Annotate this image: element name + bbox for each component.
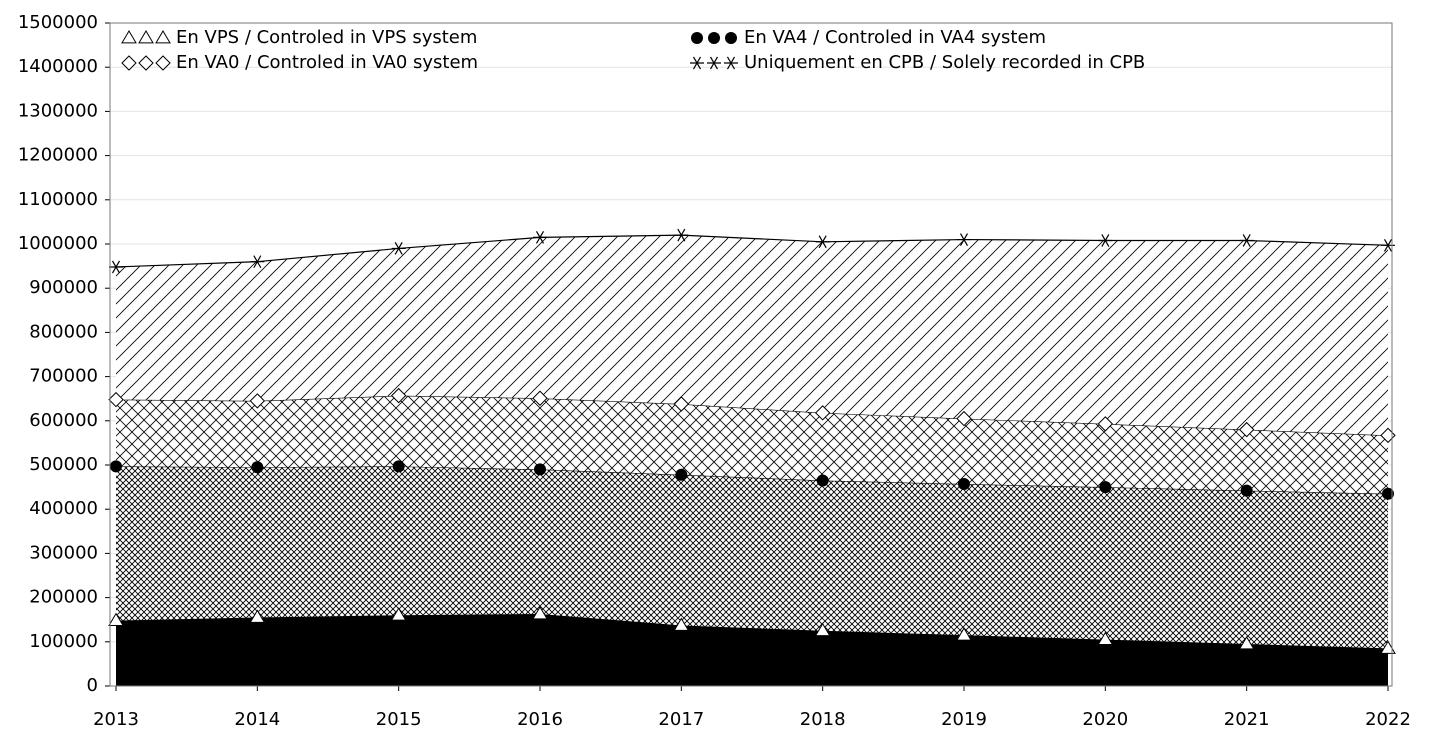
y-tick-label: 100000: [29, 631, 98, 652]
marker: [251, 461, 264, 474]
y-tick-label: 1400000: [18, 56, 98, 77]
x-tick-label: 2019: [941, 709, 987, 730]
area: [116, 613, 1388, 686]
area: [116, 466, 1388, 649]
marker: [814, 405, 831, 421]
marker: [249, 393, 266, 409]
marker: [1238, 421, 1255, 438]
legend-marker: [725, 32, 737, 44]
marker: [390, 607, 407, 621]
legend-marker: [707, 56, 721, 70]
marker: [533, 231, 547, 244]
y-tick-label: 400000: [29, 498, 98, 519]
marker: [249, 609, 266, 623]
x-tick-label: 2017: [658, 709, 704, 730]
legend-marker: [691, 32, 703, 44]
marker: [532, 605, 548, 620]
marker: [956, 627, 972, 641]
marker: [1239, 234, 1254, 247]
marker: [1097, 416, 1114, 432]
legend-marker: [138, 55, 154, 71]
marker: [673, 617, 690, 631]
marker: [958, 478, 970, 491]
y-tick-label: 1300000: [18, 100, 98, 121]
legend-label: En VPS / Controled in VPS system: [176, 27, 477, 48]
marker: [391, 242, 406, 255]
legend-marker: [724, 56, 738, 70]
legend-marker: [138, 30, 154, 44]
marker: [675, 468, 688, 481]
x-tick-label: 2013: [93, 709, 139, 730]
marker: [534, 463, 546, 476]
x-tick-label: 2022: [1365, 709, 1411, 730]
y-tick-label: 500000: [29, 454, 98, 475]
x-tick-label: 2015: [376, 709, 422, 730]
marker: [1240, 484, 1253, 497]
marker: [674, 228, 689, 242]
legend-label: Uniquement en CPB / Solely recorded in C…: [744, 52, 1145, 73]
y-tick-label: 300000: [29, 542, 98, 563]
marker: [1099, 481, 1112, 494]
marker: [390, 387, 407, 404]
y-tick-label: 200000: [29, 587, 98, 608]
y-tick-label: 600000: [29, 410, 98, 431]
legend-marker: [708, 32, 720, 44]
legend-marker: [155, 30, 171, 44]
y-tick-label: 800000: [29, 321, 98, 342]
marker: [956, 410, 972, 427]
marker: [250, 255, 265, 269]
marker: [108, 612, 124, 626]
y-tick-label: 1100000: [18, 189, 98, 210]
area-edge: [115, 234, 1389, 268]
x-tick-label: 2016: [517, 709, 563, 730]
area: [116, 235, 1388, 436]
marker: [1097, 631, 1114, 645]
marker: [815, 235, 830, 249]
marker: [673, 396, 690, 412]
marker: [108, 391, 124, 408]
y-tick-label: 900000: [29, 277, 98, 298]
plot-frame: [109, 22, 1393, 687]
legend-marker: [121, 30, 137, 44]
legend-label: En VA4 / Controled in VA4 system: [744, 27, 1046, 48]
area: [116, 395, 1388, 494]
marker: [1098, 234, 1113, 247]
marker: [814, 622, 831, 637]
x-tick-label: 2020: [1082, 709, 1128, 730]
legend-marker: [155, 55, 171, 71]
marker: [109, 260, 123, 274]
y-tick-label: 0: [87, 675, 98, 696]
y-tick-label: 1000000: [18, 233, 98, 254]
y-tick-label: 1200000: [18, 145, 98, 166]
legend-marker: [690, 56, 704, 70]
x-tick-label: 2014: [234, 709, 280, 730]
marker: [1381, 238, 1395, 252]
marker: [957, 233, 971, 246]
legend-marker: [121, 55, 137, 71]
y-tick-label: 1500000: [18, 12, 98, 33]
marker: [1382, 487, 1394, 500]
legend-label: En VA0 / Controled in VA0 system: [176, 52, 478, 73]
x-tick-label: 2021: [1224, 709, 1270, 730]
marker: [1238, 636, 1255, 650]
marker: [816, 474, 829, 487]
marker: [532, 390, 548, 406]
y-tick-label: 700000: [29, 366, 98, 387]
x-tick-label: 2018: [800, 709, 846, 730]
marker: [110, 460, 122, 473]
marker: [392, 460, 405, 473]
